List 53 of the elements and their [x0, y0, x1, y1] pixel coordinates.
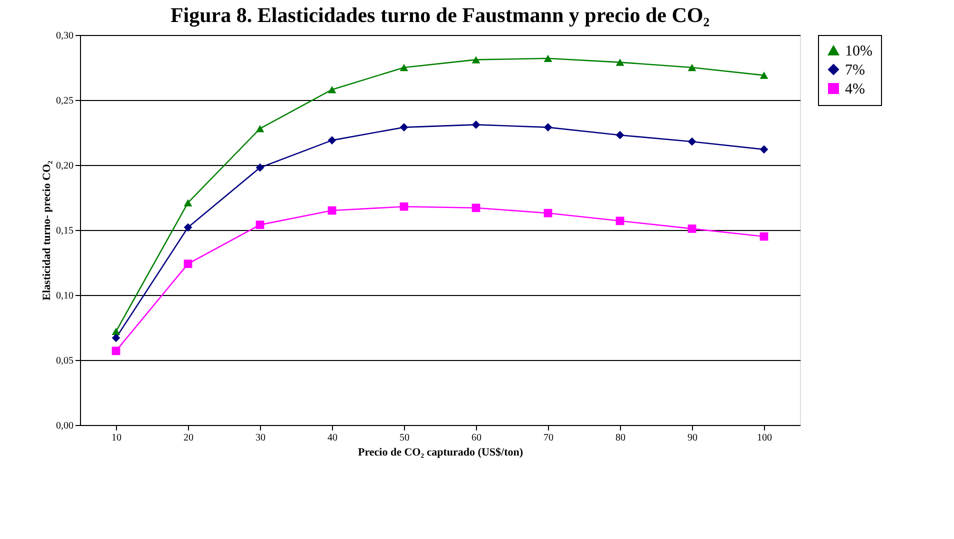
- chart-title: Figura 8. Elasticidades turno de Faustmann y precio de CO₂: [170, 3, 710, 27]
- x-tick-label: 20: [184, 432, 194, 444]
- point: [184, 260, 192, 268]
- point: [256, 124, 264, 132]
- legend-label: 7%: [845, 62, 865, 78]
- point: [328, 206, 336, 215]
- point: [400, 123, 408, 132]
- point: [112, 334, 120, 342]
- point: [688, 224, 696, 233]
- point: [472, 120, 480, 129]
- x-tick-label: 30: [256, 432, 266, 444]
- point: [544, 54, 552, 62]
- legend-label: 10%: [845, 44, 872, 60]
- point: [256, 220, 264, 229]
- point: [328, 86, 336, 94]
- x-tick-label: 10: [112, 432, 122, 444]
- x-tick-label: 80: [616, 432, 626, 444]
- point: [544, 208, 552, 218]
- y-tick-label: 0,30: [56, 30, 74, 42]
- x-tick-label: 60: [472, 432, 482, 444]
- x-tick-label: 90: [688, 432, 698, 444]
- point: [328, 136, 336, 144]
- point: [760, 232, 768, 241]
- y-tick-label: 0,25: [56, 96, 74, 106]
- x-tick-label: 100: [757, 432, 772, 444]
- point: [544, 123, 552, 132]
- point: [616, 130, 624, 140]
- point: [400, 202, 408, 211]
- point: [760, 72, 768, 79]
- x-tick-label: 50: [400, 432, 410, 444]
- y-tick-label: 0,20: [56, 160, 74, 172]
- point: [112, 328, 120, 336]
- point: [688, 64, 696, 72]
- point: [472, 204, 480, 212]
- y-tick-label: 0,00: [56, 420, 74, 432]
- point: [256, 163, 264, 172]
- x-tick-label: 40: [328, 432, 338, 444]
- point: [616, 216, 624, 226]
- y-tick-label: 0,05: [56, 356, 74, 366]
- y-tick-label: 0,15: [56, 226, 74, 236]
- point: [184, 199, 192, 206]
- point: [400, 64, 408, 72]
- point: [688, 137, 696, 146]
- point: [112, 346, 120, 356]
- x-tick-label: 70: [544, 432, 554, 444]
- legend-label: 4%: [845, 82, 865, 98]
- x-axis-title: Precio de CO₂ capturado (US$/ton): [358, 446, 524, 458]
- point: [616, 58, 624, 66]
- point: [472, 56, 480, 64]
- point: [184, 223, 192, 232]
- y-axis-title: Elasticidad turno- precio CO₂: [41, 160, 53, 300]
- point: [760, 145, 768, 154]
- y-tick-label: 0,10: [56, 290, 74, 302]
